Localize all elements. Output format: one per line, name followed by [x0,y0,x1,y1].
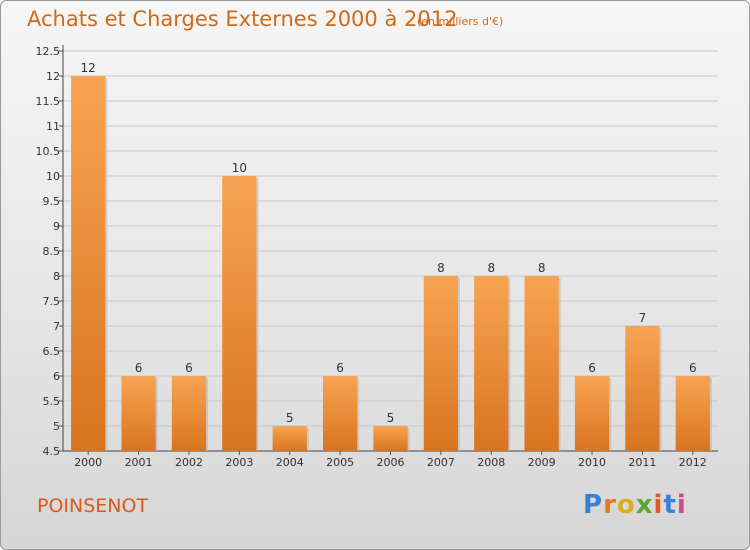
bar-2009 [524,276,559,451]
y-tick-label: 10 [46,170,60,183]
y-tick-label: 11 [46,120,60,133]
bar-2003 [222,176,257,451]
x-tick-label: 2003 [225,456,253,469]
y-tick-label: 4.5 [43,445,61,458]
bar-value-label: 8 [487,261,495,275]
x-tick-label: 2004 [276,456,304,469]
y-tick-label: 9 [53,220,60,233]
bar-2008 [474,276,509,451]
y-tick-labels: 4.5 5 5.5 6 6.5 7 7.5 8 8.5 9 9.5 10 10.5 11 11.5 12 12.… [36,45,61,458]
bar-2002 [171,376,207,451]
y-tick-label: 5 [53,420,60,433]
bars: 12 6 6 10 5 6 5 8 8 8 6 7 6 [71,61,712,451]
bar-2001 [121,376,156,451]
y-tick-label: 12.5 [36,45,61,58]
y-tick-label: 5.5 [43,395,61,408]
bar-value-label: 8 [437,261,445,275]
chart-title: Achats et Charges Externes 2000 à 2012 [27,7,458,31]
bar-2004 [272,426,307,451]
bar-value-label: 12 [81,61,96,75]
y-tick-label: 11.5 [36,95,61,108]
x-tick-label: 2010 [578,456,606,469]
bar-value-label: 6 [336,361,344,375]
x-tick-label: 2009 [528,456,556,469]
x-tick-label: 2008 [477,456,505,469]
x-tick-label: 2011 [628,456,656,469]
chart-unit: (en milliers d'€) [417,15,504,28]
bar-value-label: 6 [588,361,596,375]
bar-value-label: 6 [135,361,143,375]
x-tick-label: 2001 [125,456,153,469]
y-tick-label: 8 [53,270,60,283]
y-tick-label: 10.5 [36,145,61,158]
bar-2007 [423,276,459,451]
commune-name: POINSENOT [37,495,149,517]
bar-2010 [574,376,610,451]
y-tick-label: 7.5 [43,295,61,308]
x-tick-label: 2005 [326,456,354,469]
x-tick-label: 2006 [377,456,405,469]
bar-value-label: 5 [286,411,294,425]
x-tick-labels: 2000 2001 2002 2003 2004 2005 2006 2007 2008 2009… [74,451,707,469]
y-tick-label: 6.5 [43,345,61,358]
x-tick-label: 2002 [175,456,203,469]
x-tick-label: 2000 [74,456,102,469]
bar-value-label: 6 [689,361,697,375]
grid-lines [59,50,718,452]
x-tick-label: 2012 [679,456,707,469]
y-tick-label: 6 [53,370,60,383]
y-tick-label: 8.5 [43,245,61,258]
bar-value-label: 7 [639,311,647,325]
x-tick-label: 2007 [427,456,455,469]
bar-2011 [625,326,660,451]
bar-2012 [675,376,710,451]
bar-2005 [322,376,358,451]
y-tick-label: 9.5 [43,195,61,208]
y-tick-label: 12 [46,70,60,83]
bar-value-label: 10 [232,161,247,175]
bar-2006 [373,426,408,451]
y-tick-label: 7 [53,320,60,333]
axes [62,45,718,452]
bar-value-label: 8 [538,261,546,275]
bar-value-label: 6 [185,361,193,375]
bar-value-label: 5 [387,411,395,425]
bar-2000 [71,76,106,451]
proxiti-logo[interactable]: Proxiti [583,490,687,520]
